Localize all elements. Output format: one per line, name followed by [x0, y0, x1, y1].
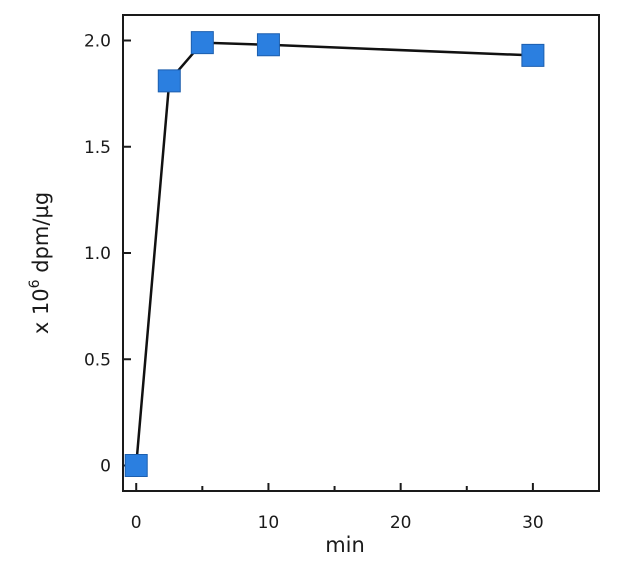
y-axis-title-superscript: 6 [27, 279, 43, 288]
data-point-marker [157, 69, 181, 93]
x-tick-label: 0 [131, 513, 142, 533]
y-tick-label: 2.0 [84, 32, 111, 52]
plot-frame [122, 14, 600, 492]
y-tick-label: 0 [100, 457, 111, 477]
y-axis-title: x 106 dpm/µg [27, 192, 53, 334]
y-tick-label: 1.5 [84, 138, 111, 158]
data-point-marker [190, 31, 214, 55]
series-line [134, 41, 533, 466]
x-tick-label: 30 [522, 513, 544, 533]
y-axis: 0 0.5 1.0 1.5 2.0 [84, 32, 131, 477]
data-point-marker [256, 33, 280, 57]
x-axis: 0 10 20 30 [131, 483, 544, 533]
x-axis-title: min [325, 533, 365, 557]
y-axis-title-prefix: x 10 [29, 288, 53, 334]
data-points [124, 31, 545, 477]
y-axis-title-suffix: dpm/µg [29, 192, 53, 280]
x-tick-label: 10 [258, 513, 280, 533]
data-point-marker [521, 43, 545, 67]
data-point-marker [124, 454, 148, 477]
y-tick-label: 0.5 [84, 350, 111, 370]
y-tick-label: 1.0 [84, 244, 111, 264]
x-tick-label: 20 [390, 513, 412, 533]
